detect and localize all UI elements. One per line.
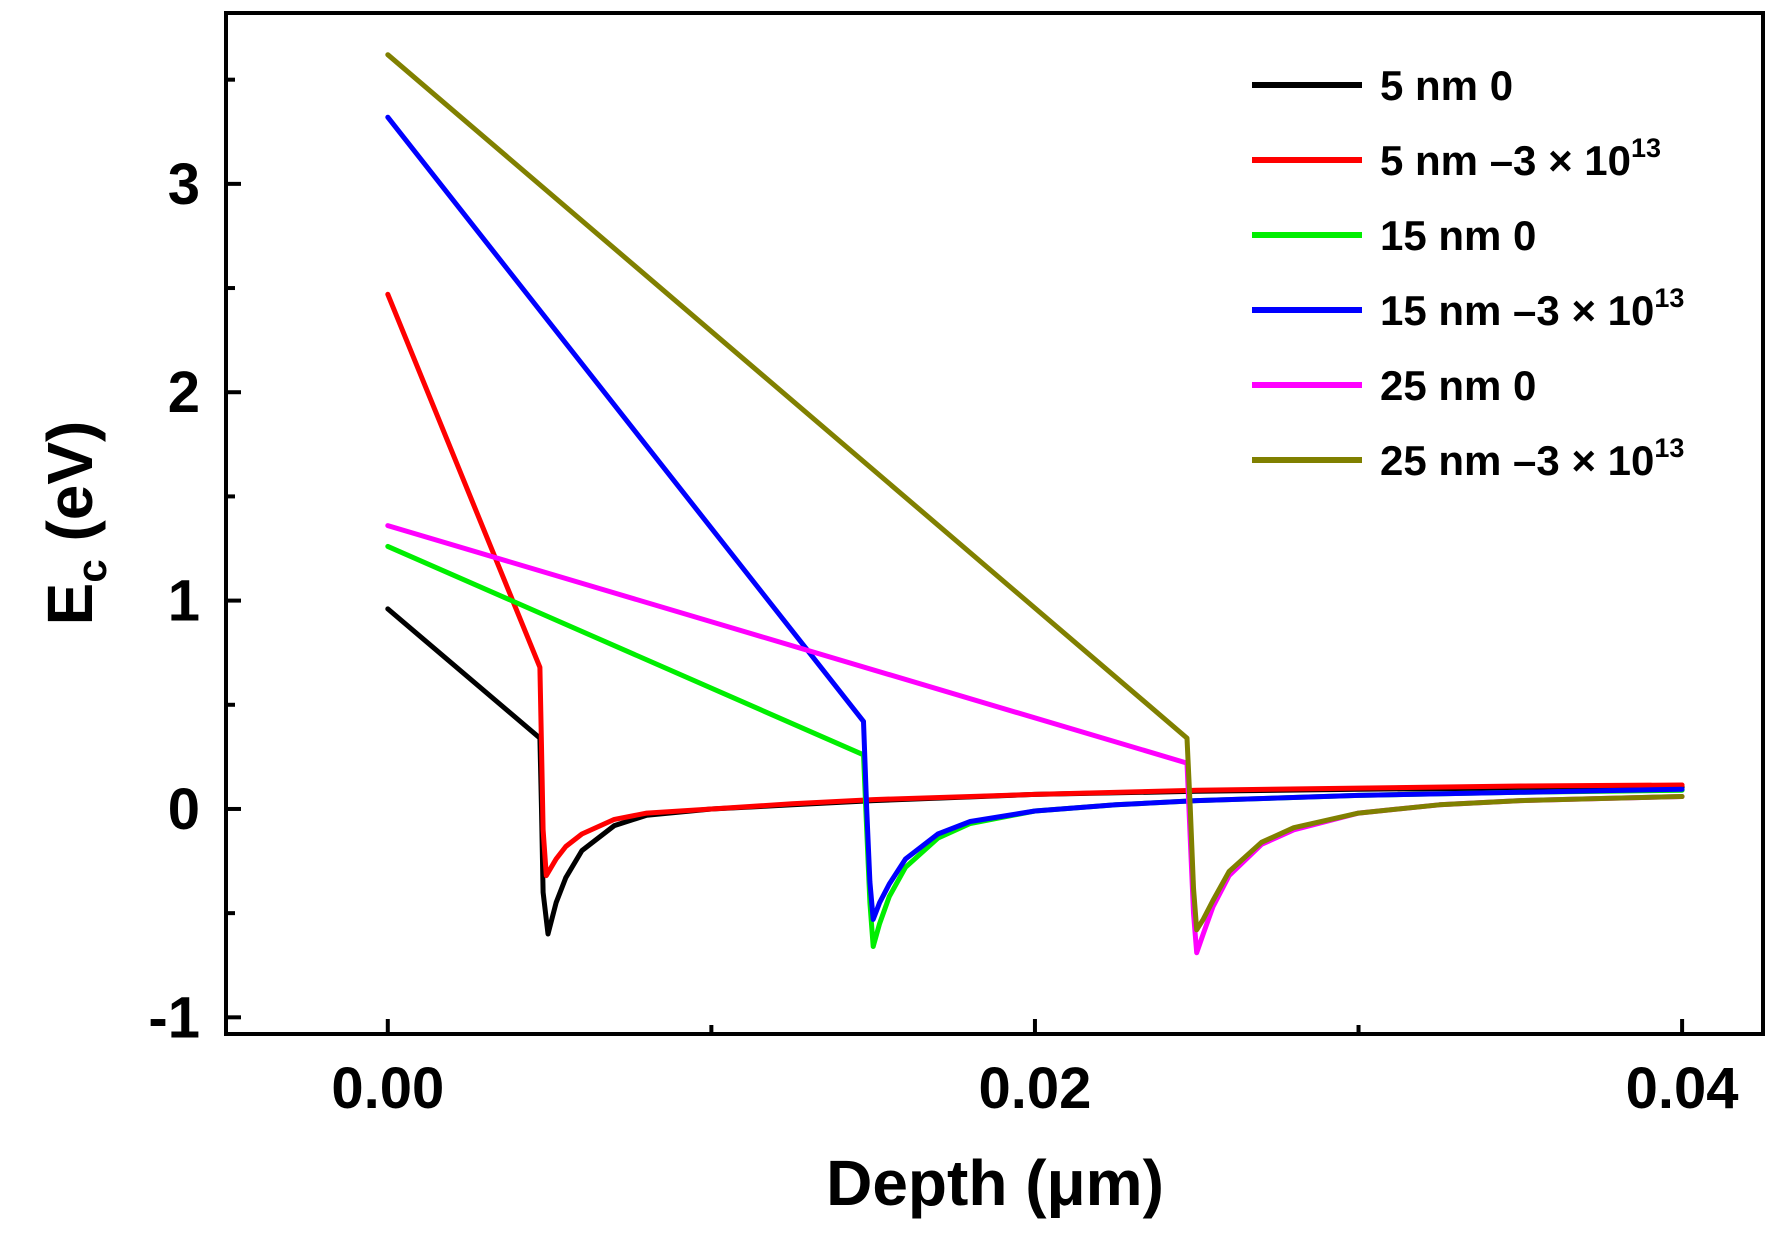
y-tick-label-1: 0 [168, 777, 200, 842]
plot-frame [224, 11, 1765, 1036]
legend-label-5: 25 nm –3 × 1013 [1380, 433, 1684, 484]
series-line-5 [385, 52, 1685, 933]
series-line-3 [385, 114, 1685, 922]
legend-label-4: 25 nm 0 [1380, 362, 1536, 409]
series-line-0 [385, 606, 1685, 937]
legend-label-3: 15 nm –3 × 1013 [1380, 283, 1684, 334]
axis-ticks: 0.00 0.02 0.04 -1 0 1 2 3 [148, 77, 1739, 1121]
y-tick-label-2: 1 [168, 569, 200, 634]
y-axis-title: Ec (eV) [34, 421, 115, 626]
x-tick-label-0: 0.00 [331, 1056, 444, 1121]
y-tick-label-3: 2 [168, 360, 200, 425]
x-tick-label-1: 0.02 [979, 1056, 1092, 1121]
y-tick-label-4: 3 [168, 152, 200, 217]
legend-label-0: 5 nm 0 [1380, 62, 1513, 109]
series-layer [385, 52, 1685, 956]
y-axis-title-subscript: c [68, 559, 115, 582]
legend-label-2: 15 nm 0 [1380, 212, 1536, 259]
x-axis-title: Depth (μm) [826, 1147, 1164, 1219]
y-tick-label-0: -1 [148, 985, 200, 1050]
series-line-1 [385, 291, 1685, 879]
y-axis-title-main: E [34, 583, 106, 626]
y-axis-title-unit: (eV) [34, 421, 106, 560]
legend-label-1: 5 nm –3 × 1013 [1380, 133, 1661, 184]
x-tick-label-2: 0.04 [1626, 1056, 1739, 1121]
series-line-4 [385, 523, 1685, 956]
legend: 5 nm 0 5 nm –3 × 1013 15 nm 0 15 nm –3 × 10… [1252, 62, 1684, 484]
